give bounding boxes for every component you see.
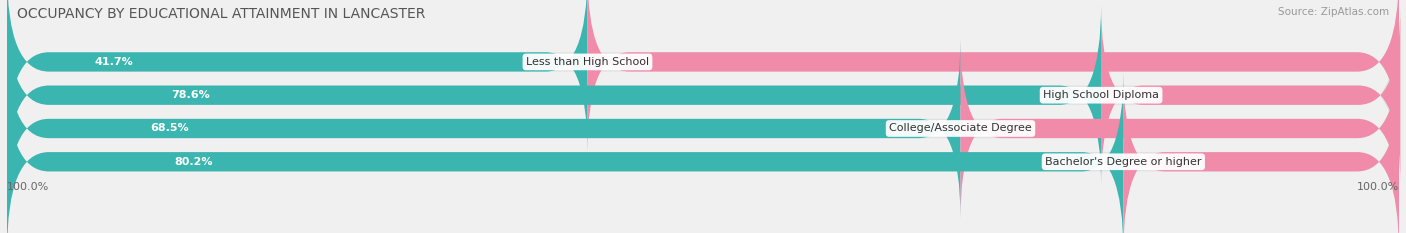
FancyBboxPatch shape <box>7 5 1399 185</box>
Text: 100.0%: 100.0% <box>1357 182 1399 192</box>
Text: 41.7%: 41.7% <box>94 57 132 67</box>
Text: 68.5%: 68.5% <box>150 123 188 134</box>
FancyBboxPatch shape <box>7 0 588 152</box>
FancyBboxPatch shape <box>7 72 1123 233</box>
Text: OCCUPANCY BY EDUCATIONAL ATTAINMENT IN LANCASTER: OCCUPANCY BY EDUCATIONAL ATTAINMENT IN L… <box>17 7 425 21</box>
Text: 100.0%: 100.0% <box>7 182 49 192</box>
FancyBboxPatch shape <box>7 72 1399 233</box>
Text: High School Diploma: High School Diploma <box>1043 90 1159 100</box>
FancyBboxPatch shape <box>7 5 1101 185</box>
Text: 78.6%: 78.6% <box>172 90 209 100</box>
Text: Source: ZipAtlas.com: Source: ZipAtlas.com <box>1278 7 1389 17</box>
Text: 80.2%: 80.2% <box>174 157 212 167</box>
Text: Bachelor's Degree or higher: Bachelor's Degree or higher <box>1045 157 1202 167</box>
FancyBboxPatch shape <box>1101 5 1400 185</box>
FancyBboxPatch shape <box>7 38 1399 219</box>
FancyBboxPatch shape <box>7 38 960 219</box>
FancyBboxPatch shape <box>588 0 1399 152</box>
FancyBboxPatch shape <box>1123 72 1399 233</box>
Text: Less than High School: Less than High School <box>526 57 650 67</box>
FancyBboxPatch shape <box>7 0 1399 152</box>
Text: College/Associate Degree: College/Associate Degree <box>889 123 1032 134</box>
FancyBboxPatch shape <box>960 38 1399 219</box>
